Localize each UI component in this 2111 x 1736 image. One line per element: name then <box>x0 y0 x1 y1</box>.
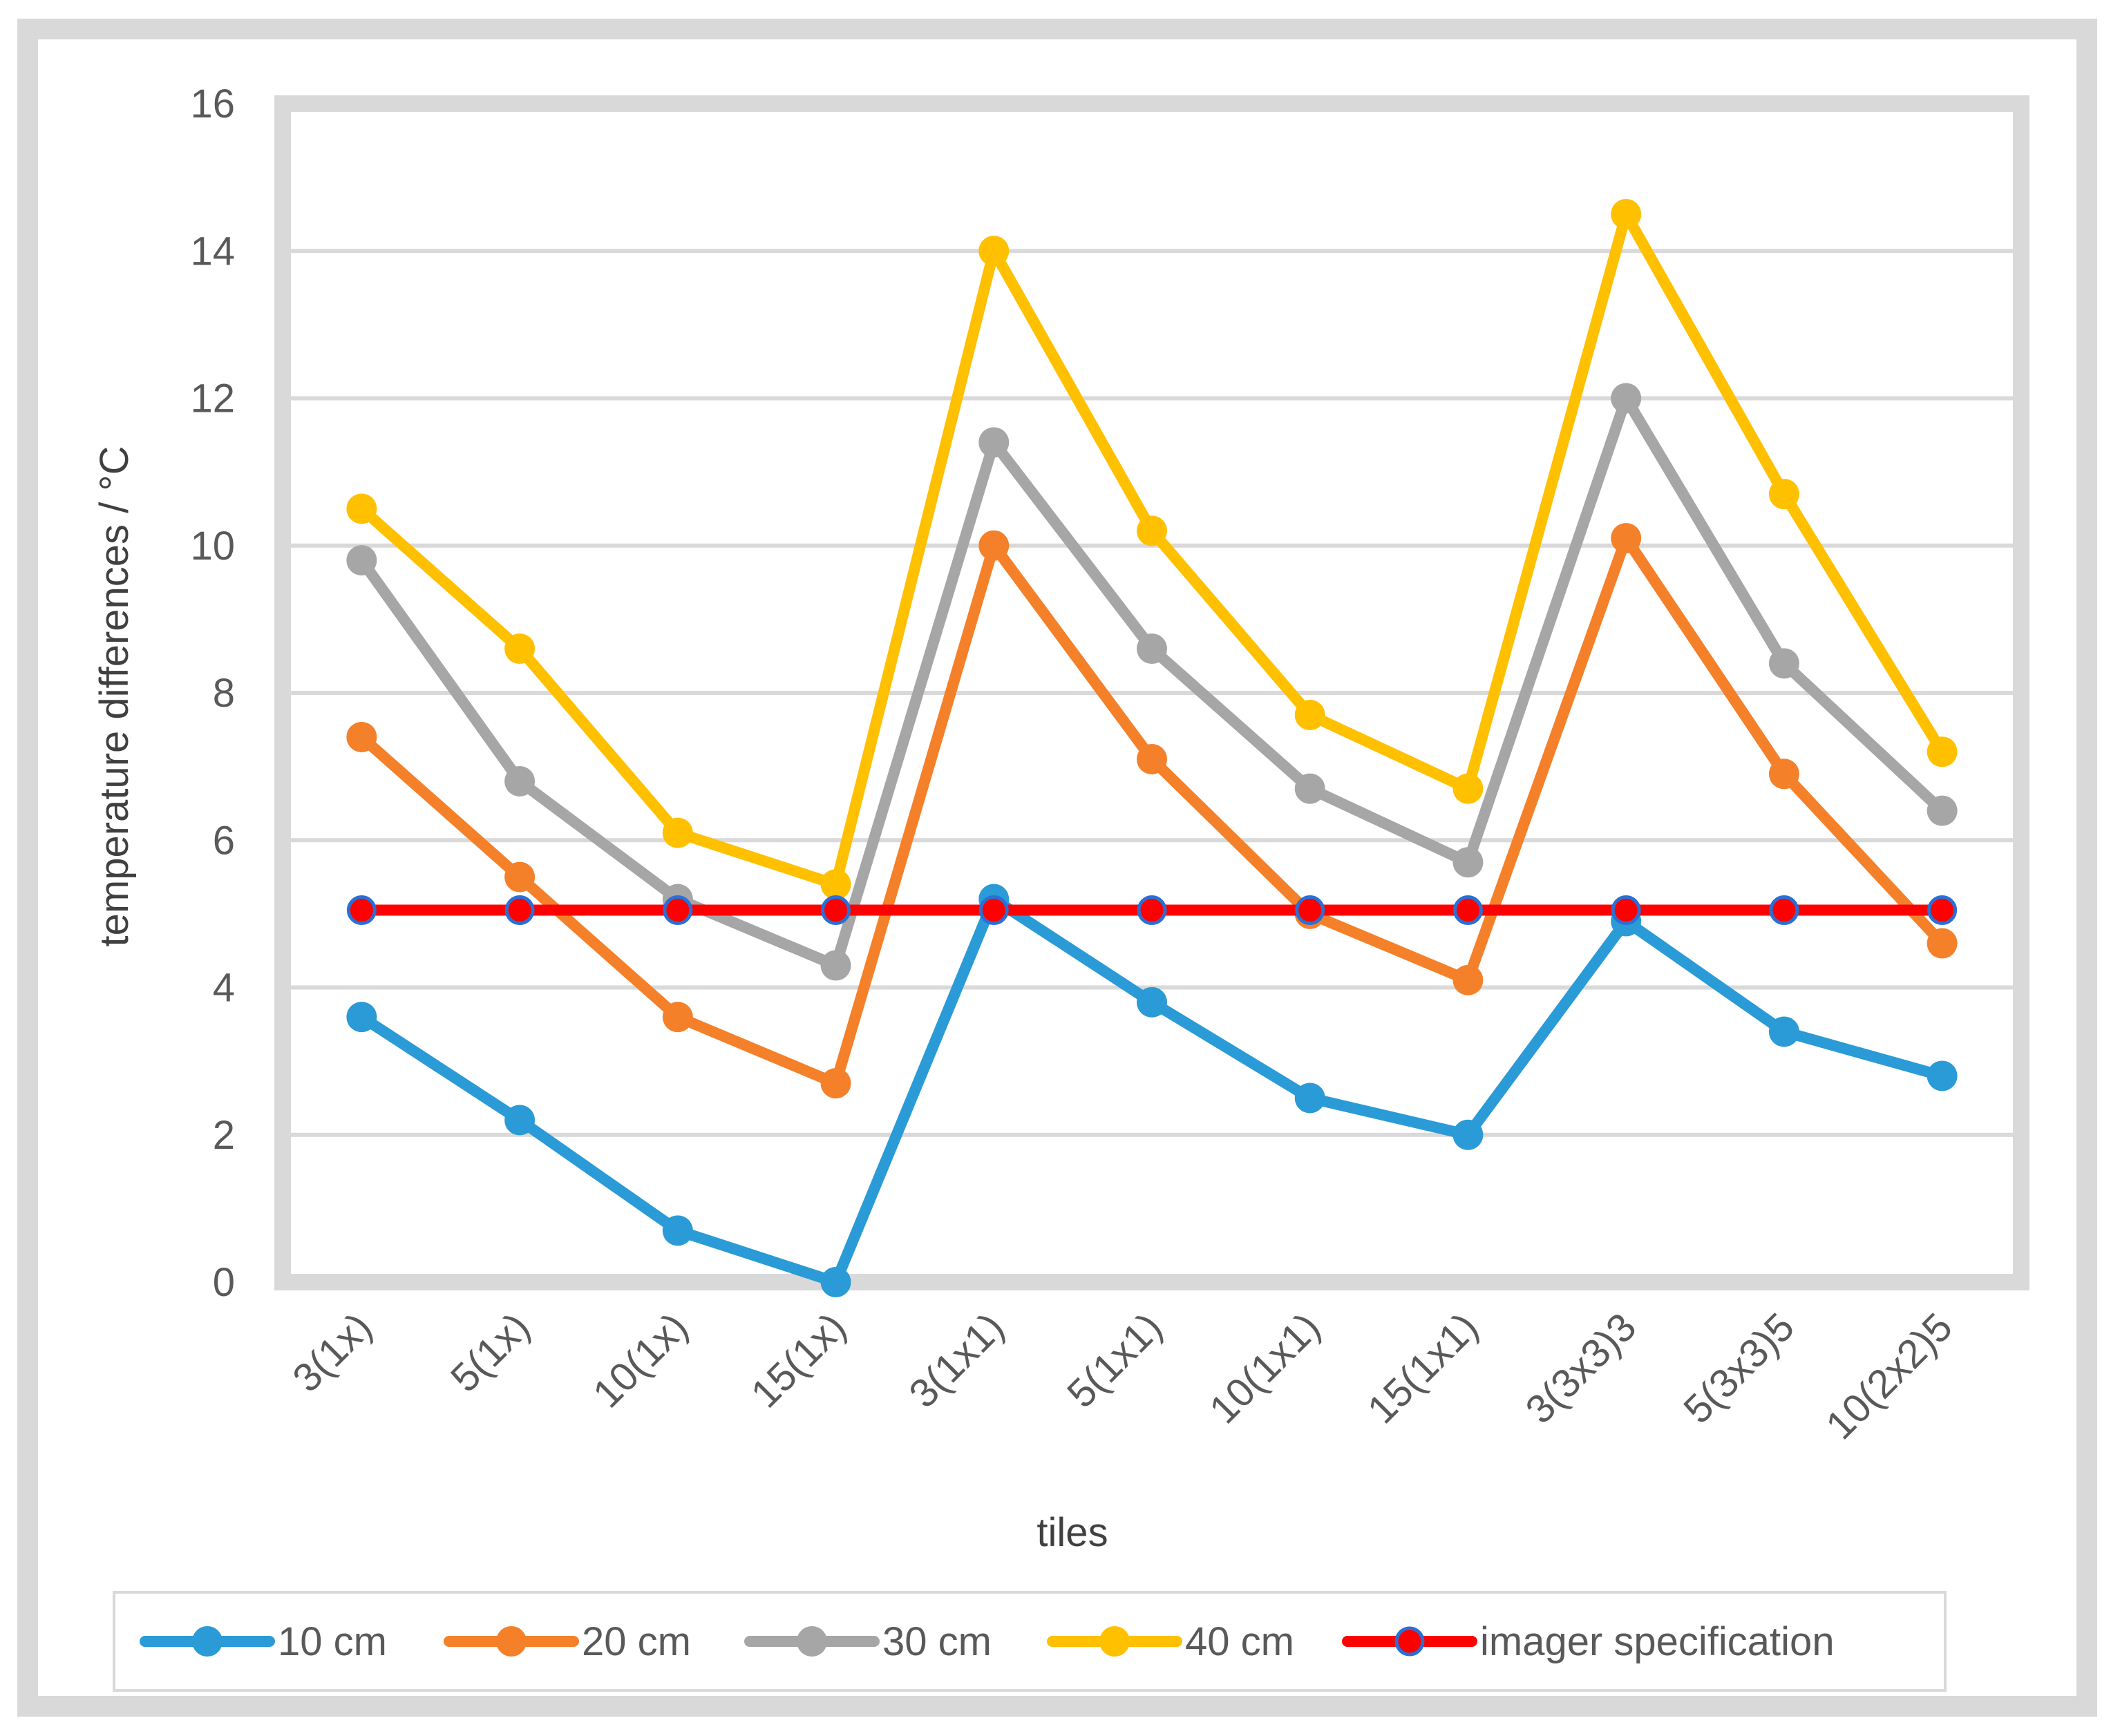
data-point <box>820 950 851 981</box>
data-point <box>346 895 377 926</box>
legend-label: 40 cm <box>1185 1619 1294 1664</box>
legend-label: 20 cm <box>582 1619 691 1664</box>
series-group <box>346 198 1958 1297</box>
data-point <box>1611 383 1642 414</box>
data-point <box>1768 479 1799 510</box>
data-point <box>978 236 1010 267</box>
data-point <box>1927 1060 1958 1091</box>
legend-entry: 40 cm <box>1047 1619 1294 1664</box>
data-point <box>820 1267 851 1297</box>
data-point <box>820 869 851 900</box>
data-point <box>1927 895 1958 926</box>
y-tick-label: 16 <box>190 82 235 126</box>
data-point <box>663 895 693 926</box>
data-point <box>1137 515 1167 546</box>
data-point <box>1452 773 1484 804</box>
legend-swatch-marker <box>192 1626 223 1657</box>
legend-label: 10 cm <box>278 1619 387 1664</box>
data-point <box>978 530 1010 561</box>
y-tick-label: 10 <box>190 524 235 569</box>
data-point <box>1137 743 1167 774</box>
legend-entry: 10 cm <box>140 1619 387 1664</box>
legend-label: imager specification <box>1480 1619 1835 1664</box>
data-point <box>1294 699 1325 730</box>
series-30-cm <box>346 383 1958 981</box>
y-axis-title: temperature differences / °C <box>92 446 137 947</box>
legend-swatch-marker <box>1394 1626 1425 1657</box>
data-point <box>1452 847 1484 878</box>
data-point <box>346 1002 377 1033</box>
data-point <box>662 1215 693 1246</box>
data-point <box>1927 736 1958 767</box>
series-40-cm <box>346 198 1958 900</box>
y-tick-label: 12 <box>190 376 235 421</box>
data-point <box>1927 795 1958 826</box>
legend-entry: imager specification <box>1342 1619 1835 1664</box>
data-point <box>504 765 536 797</box>
data-point <box>1137 986 1167 1018</box>
data-point <box>1452 964 1484 995</box>
series-imager-specification <box>346 895 1958 926</box>
data-point <box>1611 895 1641 926</box>
x-axis-title: tiles <box>1036 1510 1108 1555</box>
data-point <box>504 1105 536 1136</box>
data-point <box>1295 895 1325 926</box>
data-point <box>1294 1082 1325 1114</box>
legend-entry: 30 cm <box>744 1619 992 1664</box>
data-point <box>1769 895 1799 926</box>
y-tick-label: 8 <box>213 671 235 716</box>
y-tick-label: 2 <box>213 1113 235 1158</box>
series-20-cm <box>346 523 1958 1099</box>
data-point <box>1452 895 1483 926</box>
legend-swatch-marker <box>1099 1626 1130 1657</box>
data-point <box>346 545 377 576</box>
data-point <box>1137 895 1167 926</box>
data-point <box>504 895 535 926</box>
data-point <box>504 633 536 665</box>
data-point <box>1927 928 1958 959</box>
data-point <box>346 721 377 752</box>
y-tick-label: 14 <box>190 229 235 274</box>
legend: 10 cm 20 cm 30 cm 40 cm imager specification <box>140 1619 1835 1664</box>
data-point <box>1768 1016 1799 1047</box>
legend-entry: 20 cm <box>444 1619 691 1664</box>
data-point <box>1611 523 1642 554</box>
legend-swatch-marker <box>797 1626 827 1657</box>
data-point <box>662 817 693 848</box>
legend-label: 30 cm <box>882 1619 992 1664</box>
y-axis-ticks: 0 2 4 6 8 10 12 14 16 <box>190 82 235 1305</box>
data-point <box>1452 1119 1484 1150</box>
data-point <box>662 1002 693 1033</box>
data-point <box>1137 633 1167 665</box>
data-point <box>1768 759 1799 790</box>
data-point <box>504 861 536 893</box>
data-point <box>1611 198 1642 229</box>
data-point <box>821 895 851 926</box>
data-point <box>978 895 1009 926</box>
legend-swatch-marker <box>496 1626 527 1657</box>
y-tick-label: 6 <box>213 818 235 863</box>
data-point <box>1294 773 1325 804</box>
data-point <box>978 427 1010 458</box>
y-tick-label: 4 <box>213 966 235 1011</box>
data-point <box>346 493 377 524</box>
data-point <box>1768 648 1799 679</box>
legend-box <box>113 1591 1947 1692</box>
data-point <box>820 1068 851 1099</box>
y-tick-label: 0 <box>213 1260 235 1305</box>
